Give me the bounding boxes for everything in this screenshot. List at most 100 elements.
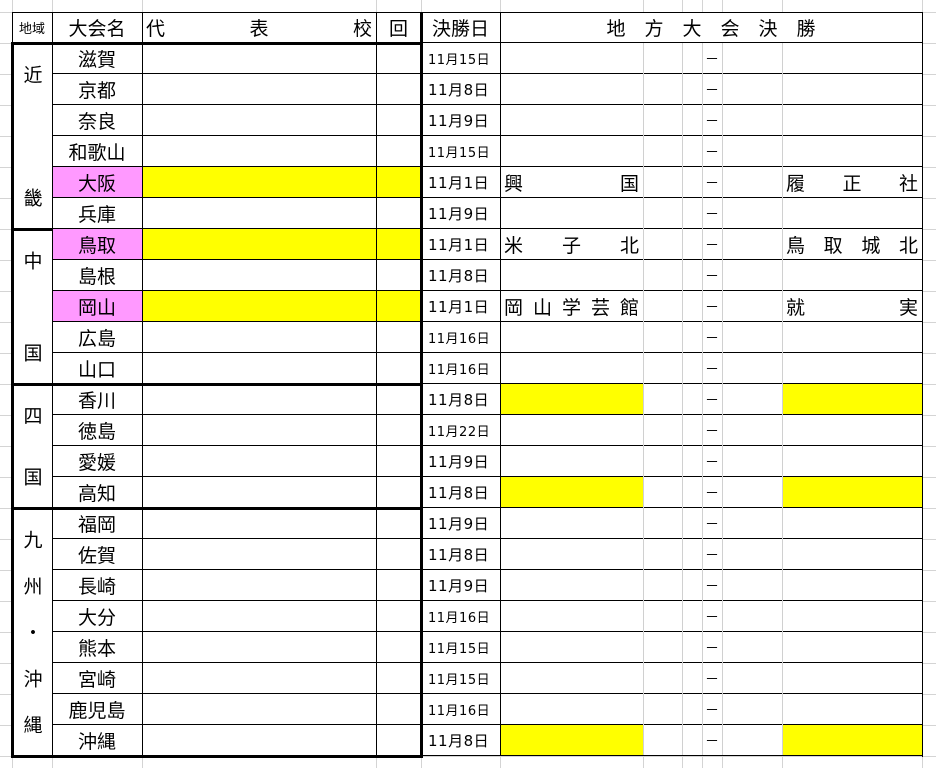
final-date-cell[interactable]: 11月16日 xyxy=(421,694,500,725)
region-cell[interactable]: 四国 xyxy=(12,384,52,508)
representative-cell[interactable] xyxy=(142,353,376,384)
finalist-2-cell[interactable] xyxy=(782,663,922,694)
finalist-1-cell[interactable] xyxy=(500,446,643,477)
tournament-name-cell[interactable]: 熊本 xyxy=(52,632,142,663)
final-date-cell[interactable]: 11月16日 xyxy=(421,322,500,353)
finalist-2-cell[interactable]: 鳥取城北 xyxy=(782,229,922,260)
tournament-name-cell[interactable]: 沖縄 xyxy=(52,725,142,756)
finalist-1-cell[interactable] xyxy=(500,508,643,539)
tournament-name-cell[interactable]: 和歌山 xyxy=(52,136,142,167)
representative-cell[interactable] xyxy=(142,415,376,446)
score-dash[interactable]: － xyxy=(702,353,722,384)
finalist-1-cell[interactable] xyxy=(500,570,643,601)
tournament-name-cell[interactable]: 愛媛 xyxy=(52,446,142,477)
representative-cell[interactable] xyxy=(142,477,376,508)
tournament-name-cell[interactable]: 島根 xyxy=(52,260,142,291)
finalist-1-cell[interactable] xyxy=(500,105,643,136)
finalist-1-cell[interactable] xyxy=(500,136,643,167)
final-date-cell[interactable]: 11月1日 xyxy=(421,291,500,322)
tournament-name-cell[interactable]: 兵庫 xyxy=(52,198,142,229)
representative-cell[interactable] xyxy=(142,384,376,415)
final-date-cell[interactable]: 11月15日 xyxy=(421,43,500,74)
finalist-2-cell[interactable] xyxy=(782,508,922,539)
count-cell[interactable] xyxy=(376,167,421,198)
tournament-name-cell[interactable]: 広島 xyxy=(52,322,142,353)
region-cell[interactable]: 九州・沖縄 xyxy=(12,508,52,756)
count-cell[interactable] xyxy=(376,43,421,74)
count-cell[interactable] xyxy=(376,229,421,260)
final-date-cell[interactable]: 11月22日 xyxy=(421,415,500,446)
finalist-1-cell[interactable]: 興 国 xyxy=(500,167,643,198)
header-representative[interactable]: 代 表 校 xyxy=(142,12,376,43)
score-dash[interactable]: － xyxy=(702,74,722,105)
representative-cell[interactable] xyxy=(142,601,376,632)
finalist-1-cell[interactable] xyxy=(500,43,643,74)
finalist-2-cell[interactable] xyxy=(782,539,922,570)
score-dash[interactable]: － xyxy=(702,415,722,446)
count-cell[interactable] xyxy=(376,136,421,167)
representative-cell[interactable] xyxy=(142,229,376,260)
count-cell[interactable] xyxy=(376,477,421,508)
score-dash[interactable]: － xyxy=(702,167,722,198)
region-cell[interactable]: 近畿 xyxy=(12,43,52,229)
score-dash[interactable]: － xyxy=(702,570,722,601)
region-cell[interactable]: 中国 xyxy=(12,229,52,384)
representative-cell[interactable] xyxy=(142,136,376,167)
representative-cell[interactable] xyxy=(142,446,376,477)
representative-cell[interactable] xyxy=(142,632,376,663)
final-date-cell[interactable]: 11月15日 xyxy=(421,632,500,663)
count-cell[interactable] xyxy=(376,260,421,291)
final-date-cell[interactable]: 11月8日 xyxy=(421,725,500,756)
score-dash[interactable]: － xyxy=(702,446,722,477)
representative-cell[interactable] xyxy=(142,663,376,694)
finalist-2-cell[interactable] xyxy=(782,415,922,446)
finalist-2-cell[interactable] xyxy=(782,105,922,136)
representative-cell[interactable] xyxy=(142,694,376,725)
count-cell[interactable] xyxy=(376,384,421,415)
final-date-cell[interactable]: 11月8日 xyxy=(421,539,500,570)
representative-cell[interactable] xyxy=(142,74,376,105)
final-date-cell[interactable]: 11月15日 xyxy=(421,663,500,694)
tournament-name-cell[interactable]: 大阪 xyxy=(52,167,142,198)
finalist-1-cell[interactable] xyxy=(500,74,643,105)
finalist-2-cell[interactable] xyxy=(782,136,922,167)
finalist-2-cell[interactable] xyxy=(782,632,922,663)
tournament-name-cell[interactable]: 徳島 xyxy=(52,415,142,446)
tournament-name-cell[interactable]: 大分 xyxy=(52,601,142,632)
score-dash[interactable]: － xyxy=(702,105,722,136)
finalist-2-cell[interactable] xyxy=(782,694,922,725)
score-dash[interactable]: － xyxy=(702,539,722,570)
score-dash[interactable]: － xyxy=(702,43,722,74)
tournament-name-cell[interactable]: 佐賀 xyxy=(52,539,142,570)
finalist-1-cell[interactable] xyxy=(500,601,643,632)
header-tournament[interactable]: 大会名 xyxy=(52,12,142,43)
tournament-name-cell[interactable]: 岡山 xyxy=(52,291,142,322)
final-date-cell[interactable]: 11月8日 xyxy=(421,477,500,508)
finalist-1-cell[interactable] xyxy=(500,477,643,508)
representative-cell[interactable] xyxy=(142,322,376,353)
final-date-cell[interactable]: 11月9日 xyxy=(421,570,500,601)
final-date-cell[interactable]: 11月9日 xyxy=(421,198,500,229)
final-date-cell[interactable]: 11月9日 xyxy=(421,446,500,477)
final-date-cell[interactable]: 11月9日 xyxy=(421,508,500,539)
final-date-cell[interactable]: 11月15日 xyxy=(421,136,500,167)
count-cell[interactable] xyxy=(376,415,421,446)
final-date-cell[interactable]: 11月8日 xyxy=(421,74,500,105)
final-date-cell[interactable]: 11月16日 xyxy=(421,601,500,632)
representative-cell[interactable] xyxy=(142,539,376,570)
finalist-1-cell[interactable] xyxy=(500,198,643,229)
count-cell[interactable] xyxy=(376,322,421,353)
finalist-1-cell[interactable] xyxy=(500,663,643,694)
header-count[interactable]: 回 xyxy=(376,12,421,43)
score-dash[interactable]: － xyxy=(702,508,722,539)
final-date-cell[interactable]: 11月9日 xyxy=(421,105,500,136)
score-dash[interactable]: － xyxy=(702,322,722,353)
count-cell[interactable] xyxy=(376,105,421,136)
count-cell[interactable] xyxy=(376,725,421,756)
score-dash[interactable]: － xyxy=(702,601,722,632)
tournament-name-cell[interactable]: 宮崎 xyxy=(52,663,142,694)
representative-cell[interactable] xyxy=(142,570,376,601)
count-cell[interactable] xyxy=(376,570,421,601)
finalist-1-cell[interactable]: 岡山学芸館 xyxy=(500,291,643,322)
score-dash[interactable]: － xyxy=(702,198,722,229)
